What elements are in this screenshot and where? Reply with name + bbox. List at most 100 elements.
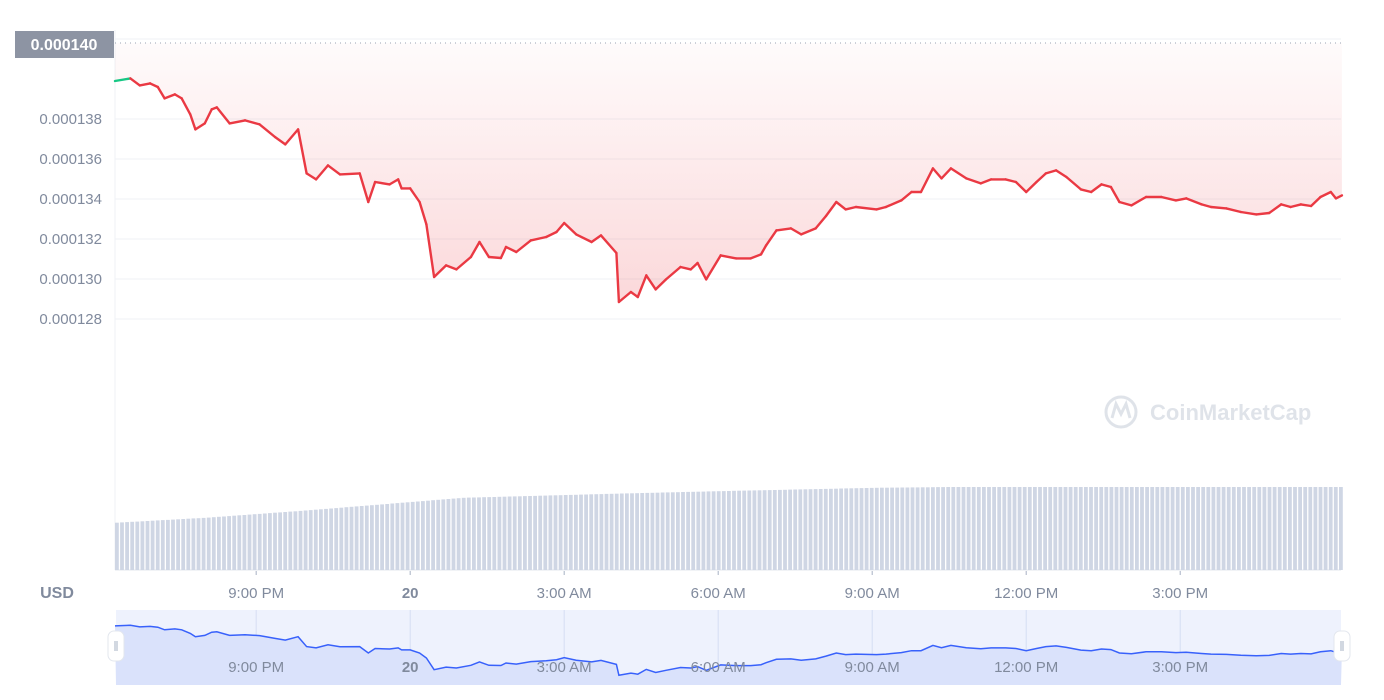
navigator-left-handle[interactable] bbox=[107, 630, 125, 662]
volume-bar bbox=[711, 491, 716, 570]
volume-bar bbox=[854, 488, 859, 570]
volume-bar bbox=[410, 501, 415, 570]
price-line-segment bbox=[884, 199, 903, 209]
price-line-segment bbox=[555, 221, 566, 234]
volume-bar bbox=[288, 511, 293, 570]
volume-bar bbox=[303, 510, 308, 570]
price-area-fill bbox=[115, 43, 1342, 302]
price-line-segment bbox=[1200, 203, 1213, 209]
volume-bar bbox=[1084, 487, 1088, 570]
volume-bar bbox=[1191, 487, 1195, 570]
volume-bar bbox=[227, 516, 231, 570]
volume-bar bbox=[1160, 487, 1165, 570]
volume-bar bbox=[1277, 487, 1282, 570]
volume-bar bbox=[222, 516, 226, 570]
current-price-label: 0.000140 bbox=[31, 37, 98, 54]
volume-bar bbox=[844, 488, 849, 570]
price-line-segment bbox=[1118, 200, 1133, 207]
volume-bar bbox=[640, 493, 645, 570]
price-line-segment bbox=[636, 274, 648, 299]
price-line-segment bbox=[1100, 183, 1113, 189]
watermark-text: CoinMarketCap bbox=[1150, 400, 1311, 425]
price-line-segment bbox=[1079, 188, 1093, 194]
price-line-segment bbox=[719, 254, 738, 260]
volume-bar bbox=[1221, 487, 1226, 570]
price-line-segment bbox=[138, 82, 152, 87]
x-axis: 9:00 PM 20 3:00 AM 6:00 AM 9:00 AM 12:00 PM 3:… bbox=[228, 571, 1208, 602]
volume-bar bbox=[645, 492, 650, 570]
volume-bar bbox=[589, 494, 594, 570]
price-line-segment bbox=[1035, 172, 1048, 184]
x-tick-label: 6:00 AM bbox=[691, 585, 746, 602]
volume-bar bbox=[1099, 487, 1104, 570]
volume-bar bbox=[676, 492, 680, 570]
volume-bar bbox=[1150, 487, 1155, 570]
volume-bar bbox=[247, 514, 252, 570]
price-line-segment bbox=[180, 97, 192, 116]
price-line-segment bbox=[814, 214, 828, 230]
price-line-segment bbox=[243, 119, 261, 126]
volume-bar bbox=[997, 487, 1002, 570]
price-line-segment bbox=[529, 235, 548, 242]
volume-bar bbox=[885, 487, 889, 570]
coinmarketcap-logo-icon bbox=[1104, 395, 1138, 429]
volume-bar bbox=[176, 519, 180, 570]
volume-bar bbox=[446, 499, 451, 570]
volume-bar bbox=[1328, 487, 1333, 570]
price-line-segment bbox=[194, 122, 207, 131]
price-line-segment bbox=[835, 200, 847, 211]
volume-bar bbox=[742, 490, 747, 570]
volume-bar bbox=[716, 491, 721, 570]
y-tick-label: 0.000138 bbox=[39, 111, 102, 128]
volume-bar bbox=[528, 496, 532, 570]
volume-bar bbox=[482, 497, 486, 570]
volume-bar bbox=[507, 496, 512, 570]
price-line-segment bbox=[203, 108, 213, 125]
price-line-segment bbox=[499, 245, 508, 260]
navigator-right-handle[interactable] bbox=[1333, 630, 1351, 662]
price-line-segment bbox=[129, 77, 142, 87]
volume-bar bbox=[1135, 487, 1139, 570]
volume-bar bbox=[614, 493, 619, 570]
price-line-segment bbox=[487, 255, 503, 260]
price-line-segment bbox=[432, 264, 448, 279]
price-line-segment bbox=[940, 167, 953, 180]
volume-bar bbox=[1043, 487, 1047, 570]
volume-bar bbox=[553, 495, 558, 570]
volume-bar bbox=[1293, 487, 1297, 570]
price-line bbox=[113, 77, 1344, 304]
price-line-segment bbox=[504, 245, 518, 254]
price-line-segment bbox=[1299, 203, 1313, 208]
volume-bar bbox=[920, 487, 925, 570]
volume-bar bbox=[691, 491, 696, 570]
volume-bar bbox=[370, 505, 374, 570]
volume-bar bbox=[650, 492, 655, 570]
range-navigator[interactable]: 9:00 PM 20 3:00 AM 6:00 AM 9:00 AM 12:00 PM 3:… bbox=[107, 610, 1351, 685]
volume-bar bbox=[191, 518, 196, 570]
volume-bar bbox=[752, 490, 757, 570]
volume-bar bbox=[477, 497, 481, 570]
volume-bar bbox=[487, 497, 492, 570]
price-line-segment bbox=[1319, 190, 1333, 199]
volume-bar bbox=[1323, 487, 1328, 570]
volume-bar bbox=[558, 495, 563, 570]
volume-bar bbox=[349, 506, 354, 570]
price-line-segment bbox=[189, 113, 197, 131]
volume-bar bbox=[905, 487, 910, 570]
volume-bar bbox=[783, 489, 787, 570]
volume-bar bbox=[609, 493, 614, 570]
volume-bar bbox=[115, 522, 119, 570]
volume-bar bbox=[1257, 487, 1262, 570]
volume-bar bbox=[160, 520, 165, 570]
volume-bar bbox=[721, 491, 726, 570]
volume-bar bbox=[747, 490, 752, 570]
volume-bar bbox=[1318, 487, 1323, 570]
volume-bar bbox=[946, 487, 951, 570]
price-line-segment bbox=[800, 227, 817, 236]
price-line-segment bbox=[545, 230, 558, 239]
volume-bar bbox=[681, 492, 685, 570]
volume-bar bbox=[497, 496, 502, 570]
volume-bar bbox=[823, 488, 828, 570]
price-line-segment bbox=[148, 82, 160, 89]
volume-bar bbox=[1175, 487, 1180, 570]
